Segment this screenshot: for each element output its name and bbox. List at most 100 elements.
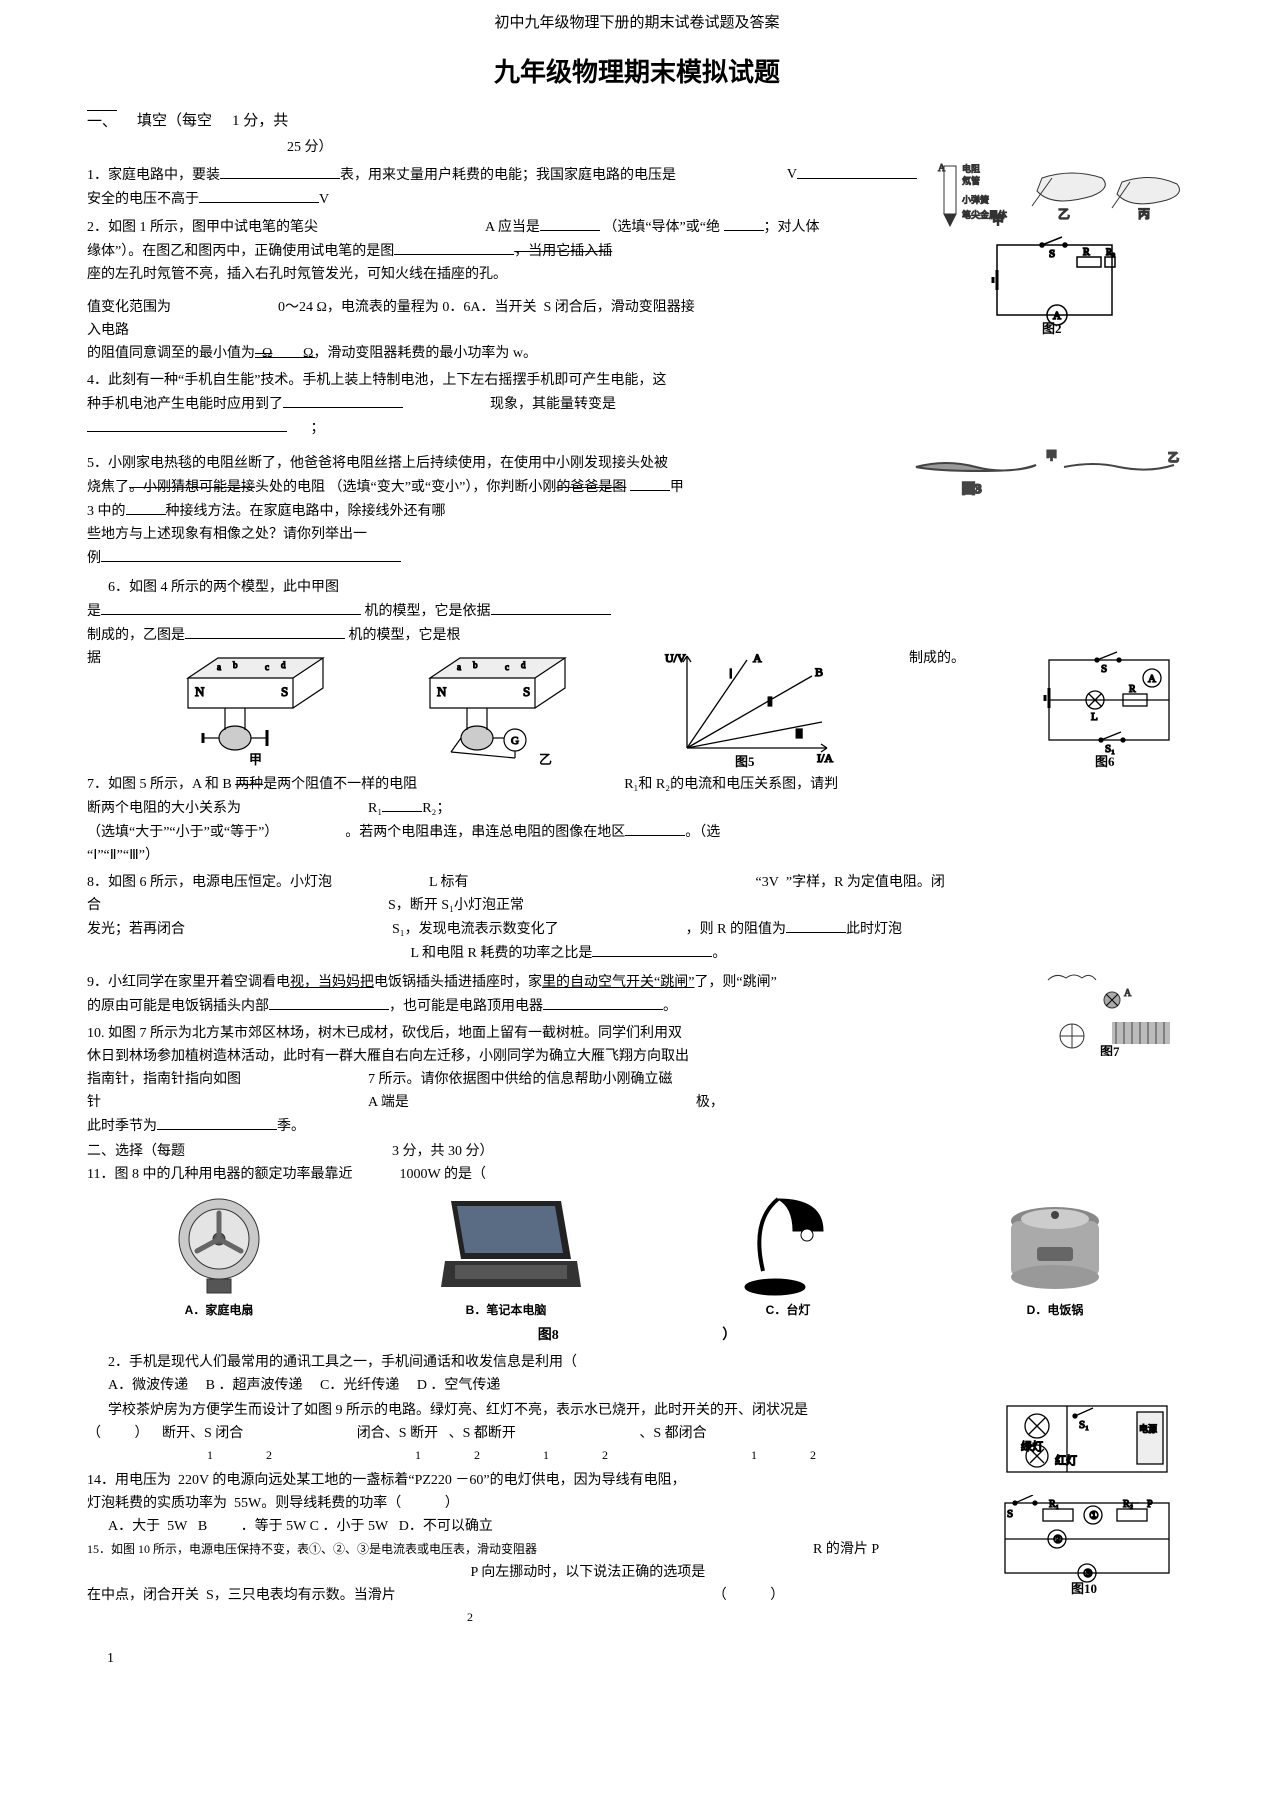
q11-optA: A．家庭电扇 (159, 1191, 279, 1319)
q6c: 制成的，乙图是 机的模型，它是根 (87, 624, 1187, 646)
section1-total: 25 分） (287, 137, 1187, 158)
svg-text:S: S (281, 684, 288, 699)
svg-text:A: A (938, 163, 946, 174)
svg-text:小弹簧: 小弹簧 (962, 194, 989, 205)
q7: 7．如图 5 所示，A 和 B 两种是两个阻值不一样的电阻 R₁和 R₂的电流和… (87, 774, 1187, 795)
q3: 值变化范围为 0～24 Ω，电流表的量程为 0．6A．当开关 S 闭合后，滑动变… (87, 297, 917, 318)
doc-title: 九年级物理期末模拟试题 (87, 53, 1187, 92)
q9: 9．小红同学在家里开着空调看电视，当妈妈把电饭锅插头插进插座时，家里的自动空气开… (87, 972, 1027, 993)
page-number: 1 (107, 1648, 1187, 1669)
svg-text:电源: 电源 (1139, 1423, 1157, 1434)
q6: 6．如图 4 所示的两个模型，此中甲图 (108, 577, 1187, 598)
svg-text:R₂: R₂ (1123, 1499, 1133, 1510)
q2b: 缘体”）。在图乙和图丙中，正确使用试电笔的是图，当用它插入插 (87, 240, 917, 262)
svg-text:a: a (457, 662, 461, 672)
q6b: 是 机的模型，它是依据 (87, 600, 1187, 622)
svg-text:③: ③ (1083, 1568, 1093, 1580)
svg-text:b: b (473, 660, 478, 670)
figure3-wire: 图3 甲 乙 (912, 447, 1182, 507)
svg-text:图2: 图2 (1042, 321, 1062, 335)
svg-text:S: S (1101, 663, 1107, 675)
svg-text:b: b (233, 660, 238, 670)
svg-text:图5: 图5 (735, 754, 755, 768)
svg-text:I/A: I/A (817, 751, 833, 765)
svg-text:①: ① (1089, 1510, 1099, 1522)
section1-heading: 一、 填空（每空 1 分，共 (87, 110, 1187, 134)
svg-text:图3: 图3 (962, 481, 982, 496)
figure4a: N S ab cd 甲 (173, 648, 343, 768)
svg-text:S: S (523, 684, 530, 699)
section1-pts: 1 分，共 (232, 110, 288, 133)
q2c: 座的左孔时氖管不亮，插入右孔时氖管发光，可知火线在插座的孔。 (87, 264, 917, 285)
q5: 5．小刚家电热毯的电阻丝断了，他爸爸将电阻丝搭上后持续使用，在使用中小刚发现接头… (87, 453, 897, 474)
q7b: 断两个电阻的大小关系为 R₁R₂； (87, 797, 1187, 819)
svg-text:a: a (217, 662, 221, 672)
svg-text:红灯: 红灯 (1055, 1454, 1077, 1467)
doc-header: 初中九年级物理下册的期末试卷试题及答案 (87, 12, 1187, 35)
q5d: 些地方与上述现象有相像之处？请你列举出一 (87, 524, 897, 545)
svg-text:U/V: U/V (665, 651, 686, 665)
q6g: 制成的。 (909, 648, 965, 669)
q10d: 针 A 端是 极， (87, 1092, 1027, 1113)
svg-text:R: R (1083, 247, 1090, 258)
q8b: 合 S，断开 S₁小灯泡正常 (87, 895, 1187, 916)
q8c: 发光；若再闭合 S₁，发现电流表示数变化了 ，则 R 的阻值为此时灯泡 (87, 918, 1187, 940)
svg-text:A: A (1148, 673, 1156, 685)
section2: 二、选择（每题 3 分，共 30 分） (87, 1141, 1187, 1162)
q5c: 3 中的种接线方法。在家庭电路中，除接线外还有哪 (87, 500, 897, 522)
q4c: ； (87, 417, 917, 439)
q11-optD: D．电饭锅 (995, 1191, 1115, 1319)
figure4b: N S ab cd G 乙 (415, 648, 585, 768)
q10e: 此时季节为季。 (87, 1115, 1027, 1137)
q1: 1．家庭电路中，要装表，用来丈量用户耗费的电能；我国家庭电路的电压是 V (87, 164, 917, 186)
q3-caption: 入电路 (87, 320, 917, 341)
q15num: 2 (467, 1608, 987, 1626)
figure5-graph: U/V I/A Ⅰ Ⅱ Ⅲ A B 图5 (657, 648, 837, 768)
svg-text:B: B (815, 665, 823, 679)
q4: 4．此刻有一种“手机自生能”技术。手机上装上特制电池，上下左右摇摆手机即可产生电… (87, 370, 917, 391)
q2: 2．如图 1 所示，图甲中试电笔的笔尖 A 应当是 （选填“导体”或“绝 ；对人… (87, 216, 917, 238)
q10: 10. 如图 7 所示为北方某市郊区林场，树木已成材，砍伐后，地面上留有一截树桩… (87, 1023, 1027, 1044)
svg-text:R₁: R₁ (1049, 1499, 1059, 1510)
svg-text:甲: 甲 (992, 213, 1004, 227)
svg-text:甲: 甲 (249, 752, 262, 767)
q4b: 种手机电池产生电能时应用到了 现象，其能量转变是 (87, 393, 917, 415)
svg-text:图7: 图7 (1100, 1044, 1120, 1056)
svg-text:乙: 乙 (1058, 207, 1070, 221)
q8d: L 和电阻 R 耗费的功率之比是。 (87, 942, 1187, 964)
q1b: 安全的电压不高于V (87, 188, 917, 210)
svg-text:甲: 甲 (1046, 450, 1057, 462)
q12opts: A．微波传递 B ．超声波传递 C．光纤传递 D ．空气传递 (108, 1375, 1187, 1396)
svg-text:乙: 乙 (1168, 451, 1179, 464)
q6f: 据 (87, 648, 101, 669)
svg-text:L: L (1091, 711, 1098, 723)
q15: 15．如图 10 所示，电源电压保持不变，表①、②、③是电流表或电压表，滑动变阻… (87, 1539, 987, 1560)
svg-text:S: S (1007, 1508, 1013, 1520)
q12: 2．手机是现代人们最常用的通讯工具之一，手机间通话和收发信息是利用（ (108, 1352, 1187, 1373)
q10c: 指南针，指南针指向如图 7 所示。请你依据图中供给的信息帮助小刚确立磁 (87, 1069, 1027, 1090)
q5e: 例 (87, 547, 897, 569)
svg-text:d: d (281, 660, 286, 670)
svg-text:c: c (505, 662, 509, 672)
svg-text:Ⅱ: Ⅱ (767, 695, 773, 709)
svg-text:R₀: R₀ (1106, 247, 1115, 257)
svg-text:P: P (1147, 1499, 1153, 1510)
svg-text:S₁: S₁ (1079, 1419, 1089, 1431)
svg-text:R: R (1129, 684, 1136, 695)
section1-desc: 填空（每空 (137, 110, 212, 133)
q14b: 灯泡耗费的实质功率为 55W。则导线耗费的功率（ ） (87, 1493, 987, 1514)
figure10: S R₁ ① R₂P ② ③ 图10 (997, 1495, 1177, 1595)
svg-text:氖管: 氖管 (962, 175, 980, 186)
q11: 11．图 8 中的几种用电器的额定功率最靠近 1000W 的是（ (87, 1164, 1187, 1185)
svg-text:图10: 图10 (1071, 1581, 1097, 1595)
svg-text:Ⅲ: Ⅲ (795, 727, 803, 741)
q8: 8．如图 6 所示，电源电压恒定。小灯泡 L 标有 “3V ”字样，R 为定值电… (87, 872, 1187, 893)
q7c: （选填“大于”“小于”或“等于”） 。若两个电阻串连，串连总电阻的图像在地区。（… (87, 821, 1187, 843)
q5-strike: 烧焦了。小刚猜想可能是接头处的电阻 （选填“变大”或“变小”），你判断小刚的爸爸… (87, 476, 897, 498)
svg-text:乙: 乙 (539, 752, 552, 767)
svg-text:Ⅰ: Ⅰ (729, 667, 733, 681)
svg-text:d: d (521, 660, 526, 670)
figure6-circuit: S A L R S₁ 图6 (1037, 648, 1187, 768)
figure2-circuit: S R R₀ A 图2 (987, 235, 1127, 335)
svg-text:S: S (1049, 248, 1055, 260)
